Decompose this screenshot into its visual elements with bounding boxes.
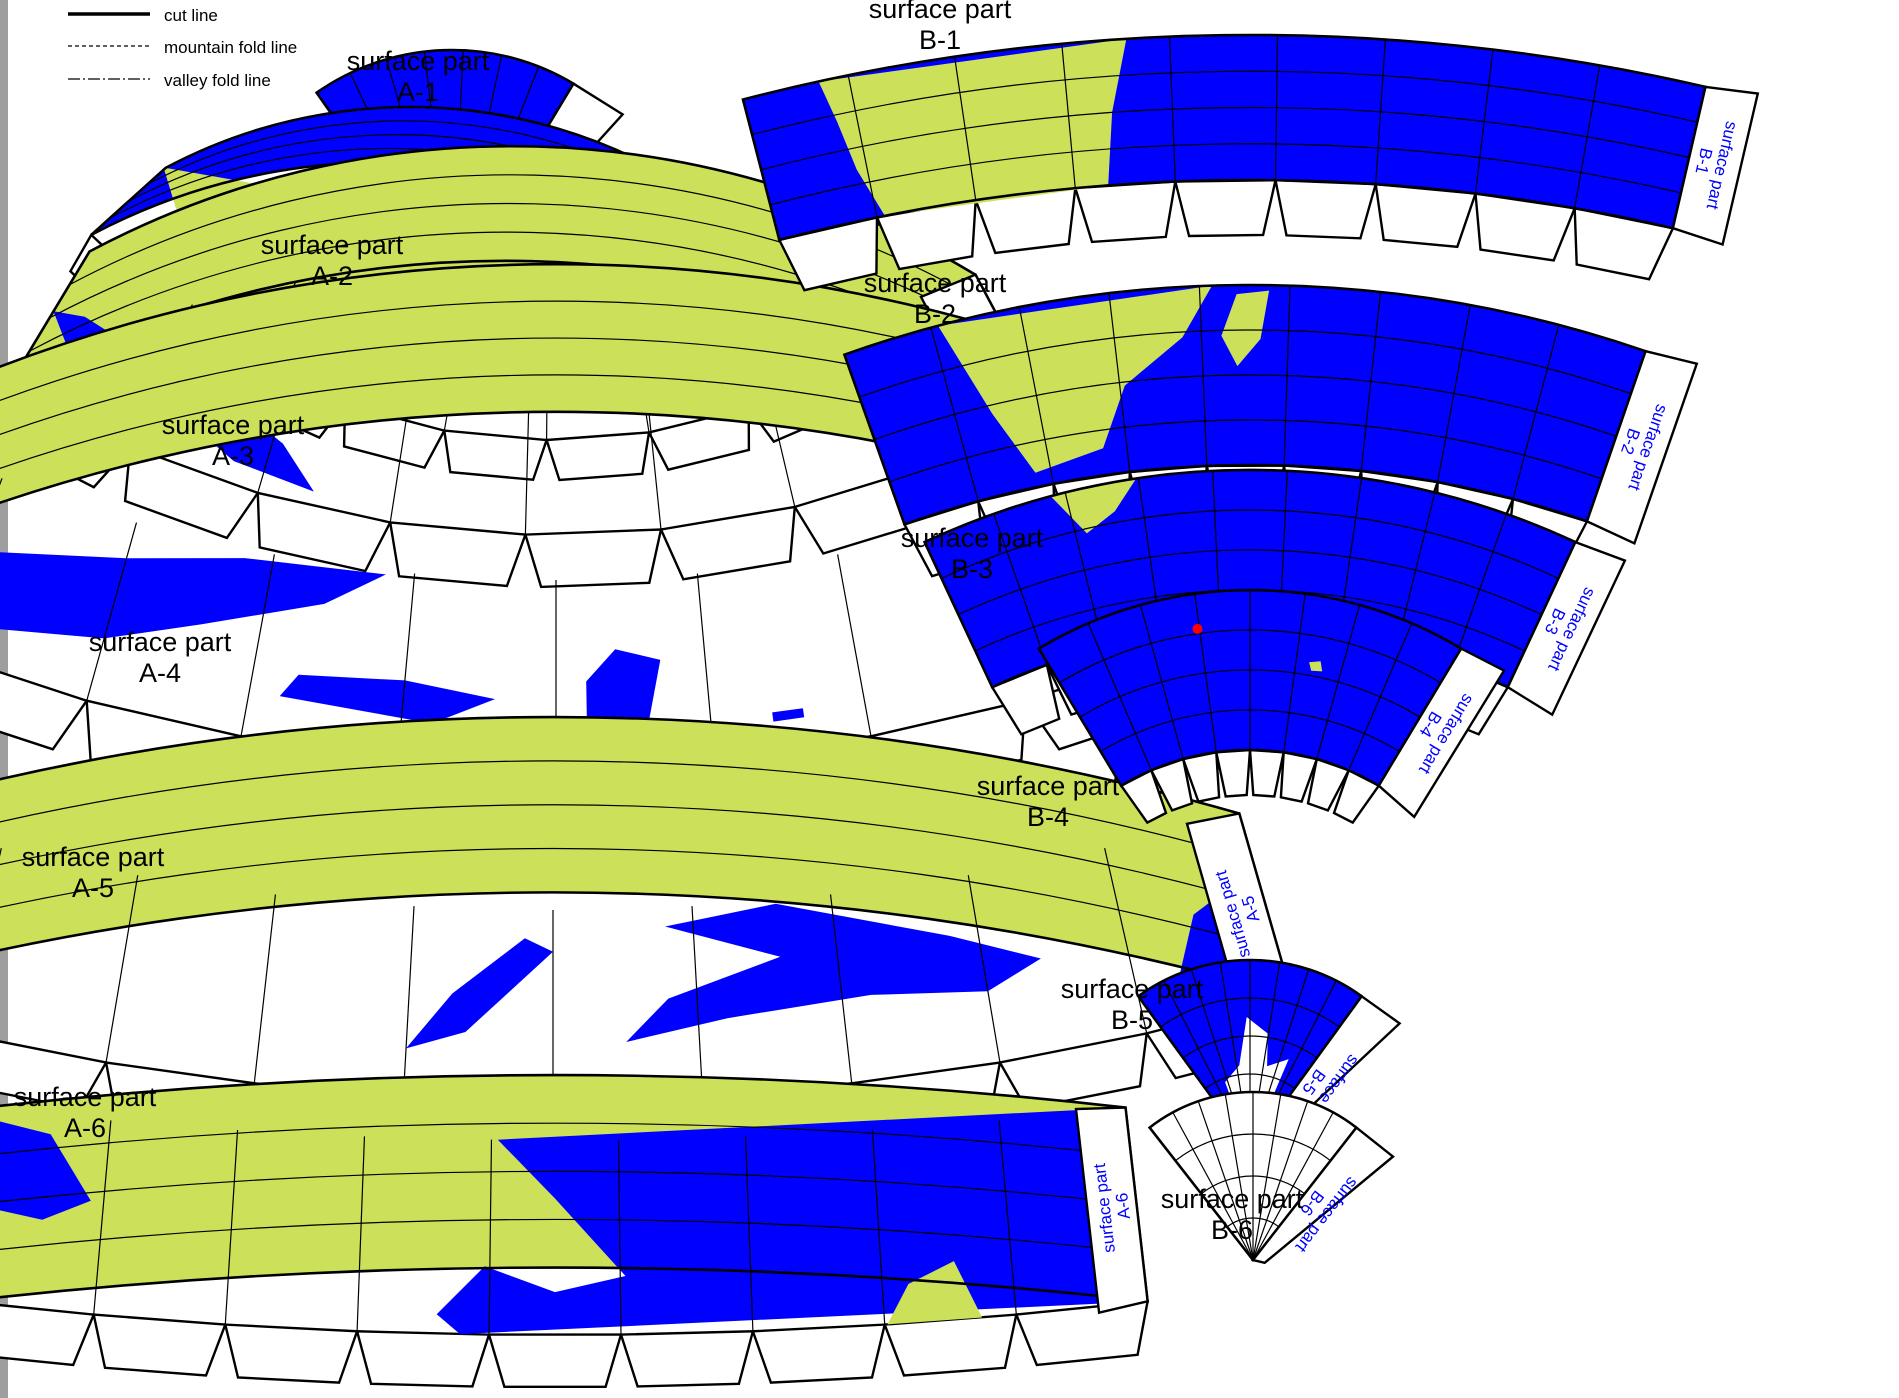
water-body xyxy=(772,708,805,722)
title-a-3: surface part A-3 xyxy=(162,410,305,471)
landmass xyxy=(938,285,1212,473)
gore-a-6: surface partA-6 xyxy=(0,1073,1150,1388)
title-a-2: surface part A-2 xyxy=(261,230,404,291)
landmass xyxy=(1309,661,1323,672)
title-b-4: surface part B-4 xyxy=(977,771,1120,832)
title-b-1: surface part B-1 xyxy=(869,0,1012,55)
legend-valley-fold: valley fold line xyxy=(164,71,271,90)
title-b-5: surface part B-5 xyxy=(1061,974,1204,1035)
landmass xyxy=(1221,290,1270,367)
title-b-6: surface part B-6 xyxy=(1161,1184,1304,1245)
water-body xyxy=(586,649,661,728)
title-a-5: surface part A-5 xyxy=(22,842,165,903)
water-body xyxy=(436,1107,1148,1335)
gore-b-1: surface partB-1 xyxy=(741,33,1760,292)
title-a-4: surface part A-4 xyxy=(89,627,232,688)
water-body xyxy=(279,674,495,724)
landmass xyxy=(887,1261,983,1325)
gore-b-6: surface partB-6 xyxy=(1147,1090,1395,1265)
gore-b-4: surface partB-4 xyxy=(1037,588,1506,825)
legend-mountain-fold: mountain fold line xyxy=(164,38,297,57)
water-body xyxy=(0,552,386,639)
landmass xyxy=(1050,478,1137,534)
water-body xyxy=(626,903,1041,1042)
marker-dot xyxy=(1192,623,1203,634)
water-body xyxy=(406,938,553,1049)
landmass xyxy=(1018,97,1057,152)
legend-cut-line: cut line xyxy=(164,6,218,25)
title-a-1: surface part A-1 xyxy=(347,46,490,107)
legend: cut line mountain fold line valley fold … xyxy=(68,6,297,90)
title-b-3: surface part B-3 xyxy=(901,523,1044,584)
title-a-6: surface part A-6 xyxy=(14,1082,157,1143)
title-b-2: surface part B-2 xyxy=(864,268,1007,329)
